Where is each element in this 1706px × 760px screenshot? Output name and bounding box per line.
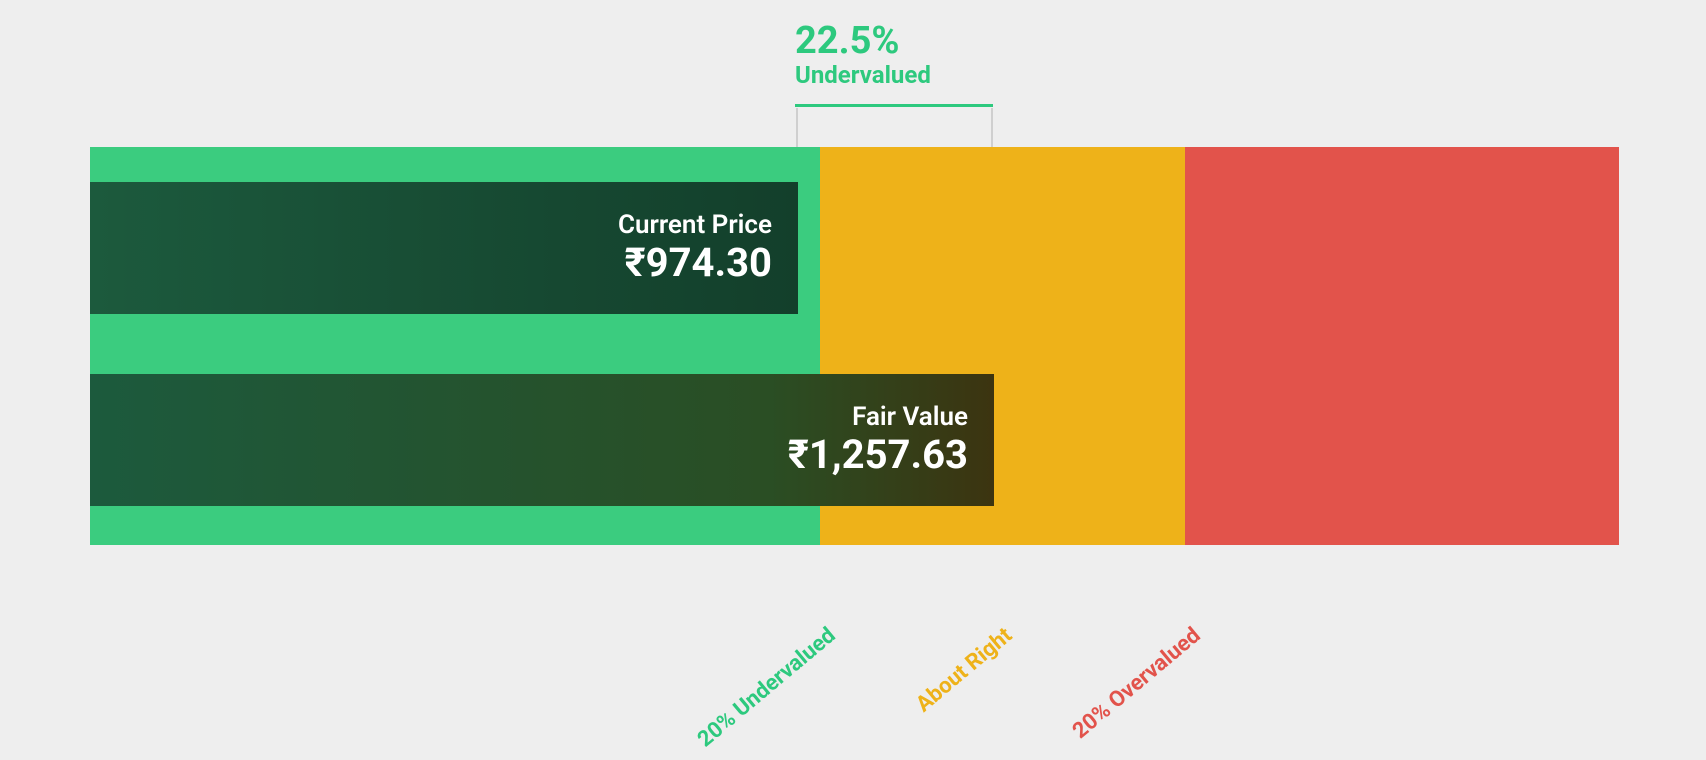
fair-value-label: Fair Value [788,403,968,433]
valuation-chart: Current Price ₹974.30 Fair Value ₹1,257.… [90,147,1619,545]
callout-percent: 22.5% [795,22,931,62]
zone-overvalued [1185,147,1619,545]
axis-label-undervalued: 20% Undervalued [693,623,840,752]
callout-underline [795,104,993,107]
valuation-callout: 22.5% Undervalued [795,22,931,88]
axis-label-about-right: About Right [911,623,1017,717]
fair-value-bar: Fair Value ₹1,257.63 [90,374,994,506]
fair-value-value: ₹1,257.63 [788,433,968,477]
current-price-value: ₹974.30 [618,241,772,285]
current-price-bar: Current Price ₹974.30 [90,182,798,314]
axis-label-overvalued: 20% Overvalued [1068,623,1205,744]
callout-word: Undervalued [795,62,931,88]
current-price-label: Current Price [618,211,772,241]
